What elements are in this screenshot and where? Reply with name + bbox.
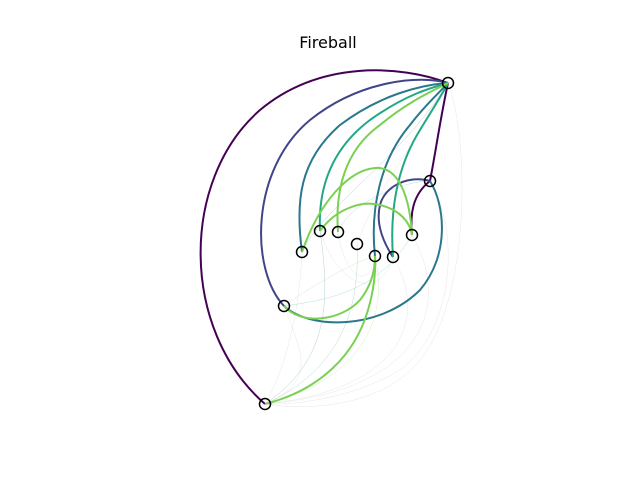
node [277,299,291,313]
faint-arc [283,234,413,307]
edge-dark-purple-right [429,82,449,182]
faint-arc [264,251,303,405]
node-layer [258,76,455,411]
faint-arc [264,305,302,405]
faint-arc [264,230,326,405]
edge-teal-blue-inner [372,82,449,257]
edge-light-green-long [264,255,377,405]
node [313,224,327,238]
edge-light-green-mid [319,202,413,236]
faint-arc [301,82,449,253]
faint-arc [264,256,408,405]
edge-teal-blue-lower [283,180,443,324]
faint-arc [319,230,394,284]
node [405,228,419,242]
edge-teal-green-b [391,82,449,258]
figure-title: Fireball [299,33,356,52]
edge-dark-purple-outer [199,69,449,405]
node [423,174,437,188]
node [386,250,400,264]
edge-light-green-top [336,82,449,233]
faint-arc [264,243,358,405]
faint-arc [264,255,379,405]
faint-arc [264,180,449,405]
node [368,249,382,263]
faint-arc [264,234,429,405]
node [350,237,364,251]
node [295,245,309,259]
node [331,225,345,239]
edge-teal-blue-upper [298,82,449,253]
faint-arc [337,231,376,277]
node [258,397,272,411]
edge-teal-green-a [318,82,449,232]
faint-arc [264,82,463,407]
faint-arc [337,180,431,233]
edge-layer [199,69,449,405]
edge-light-green-arch [301,166,413,253]
node [441,76,455,90]
edge-light-green-lower [283,255,376,320]
edge-dark-purple-short [410,180,431,236]
faint-arc-layer [264,82,463,407]
edge-indigo-big [260,78,449,307]
